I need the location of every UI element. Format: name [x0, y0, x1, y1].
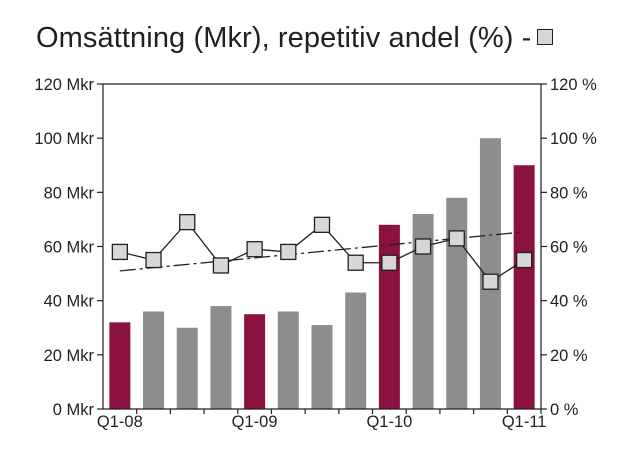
- marker-Q3-09: [313, 216, 331, 233]
- marker-Q1-10: [381, 254, 398, 271]
- marker-Q3-08: [179, 213, 196, 231]
- bars-group: [109, 138, 535, 410]
- marker-Q4-10: [482, 273, 499, 290]
- bar-Q1-10: [378, 224, 400, 409]
- chart-title-text: Omsättning (Mkr), repetitiv andel (%) -: [36, 22, 532, 54]
- axes-group: [97, 83, 547, 414]
- marker-Q3-10: [448, 230, 465, 247]
- x-tick-label-Q1-10: Q1-10: [366, 413, 412, 431]
- title-legend-marker: [537, 29, 554, 46]
- y-right-tick-label: 100 %: [550, 130, 597, 148]
- bar-Q2-10: [412, 214, 434, 409]
- marker-Q2-09: [280, 243, 297, 261]
- y-right-tick-label: 0 %: [550, 401, 579, 419]
- bar-Q2-08: [143, 311, 165, 409]
- chart-title: Omsättning (Mkr), repetitiv andel (%) -: [36, 22, 554, 55]
- line-markers-group: [111, 213, 533, 290]
- x-tick-label-Q1-11: Q1-11: [502, 413, 547, 431]
- bar-Q1-11: [513, 165, 535, 409]
- y-right-tick-label: 60 %: [550, 239, 588, 257]
- y-left-tick-label: 60 Mkr: [44, 239, 95, 257]
- y-right-tick-label: 80 %: [550, 184, 588, 202]
- marker-Q2-08: [145, 251, 162, 269]
- marker-Q1-09: [246, 241, 263, 258]
- y-right-tick-label: 20 %: [550, 347, 588, 365]
- x-tick-label-Q1-09: Q1-09: [232, 413, 278, 431]
- bar-Q2-09: [277, 311, 299, 409]
- marker-Q1-08: [111, 243, 128, 261]
- y-left-tick-label: 0 Mkr: [53, 401, 95, 419]
- marker-Q4-08: [212, 257, 230, 274]
- y-left-tick-label: 80 Mkr: [44, 184, 95, 202]
- y-left-tick-label: 40 Mkr: [44, 293, 95, 311]
- y-left-tick-label: 100 Mkr: [34, 130, 94, 148]
- bar-Q3-08: [176, 327, 198, 409]
- y-left-tick-label: 120 Mkr: [34, 76, 94, 94]
- bar-Q4-09: [345, 292, 367, 409]
- bar-Q1-09: [244, 314, 266, 409]
- tick-labels-group: 0 Mkr 20 Mkr 40 Mkr 60 Mkr 80 Mkr 100 Mkr 120 …: [34, 76, 597, 431]
- x-tick-label-Q1-08: Q1-08: [97, 413, 143, 431]
- bar-Q1-08: [109, 322, 131, 409]
- bar-Q3-10: [446, 197, 468, 409]
- marker-Q2-10: [414, 238, 432, 255]
- y-left-tick-label: 20 Mkr: [44, 347, 95, 365]
- marker-Q1-11: [516, 251, 533, 269]
- marker-Q4-09: [347, 254, 364, 271]
- bar-Q3-09: [311, 325, 333, 409]
- y-right-tick-label: 120 %: [550, 76, 597, 94]
- bar-Q4-08: [210, 306, 232, 409]
- y-right-tick-label: 40 %: [550, 293, 588, 311]
